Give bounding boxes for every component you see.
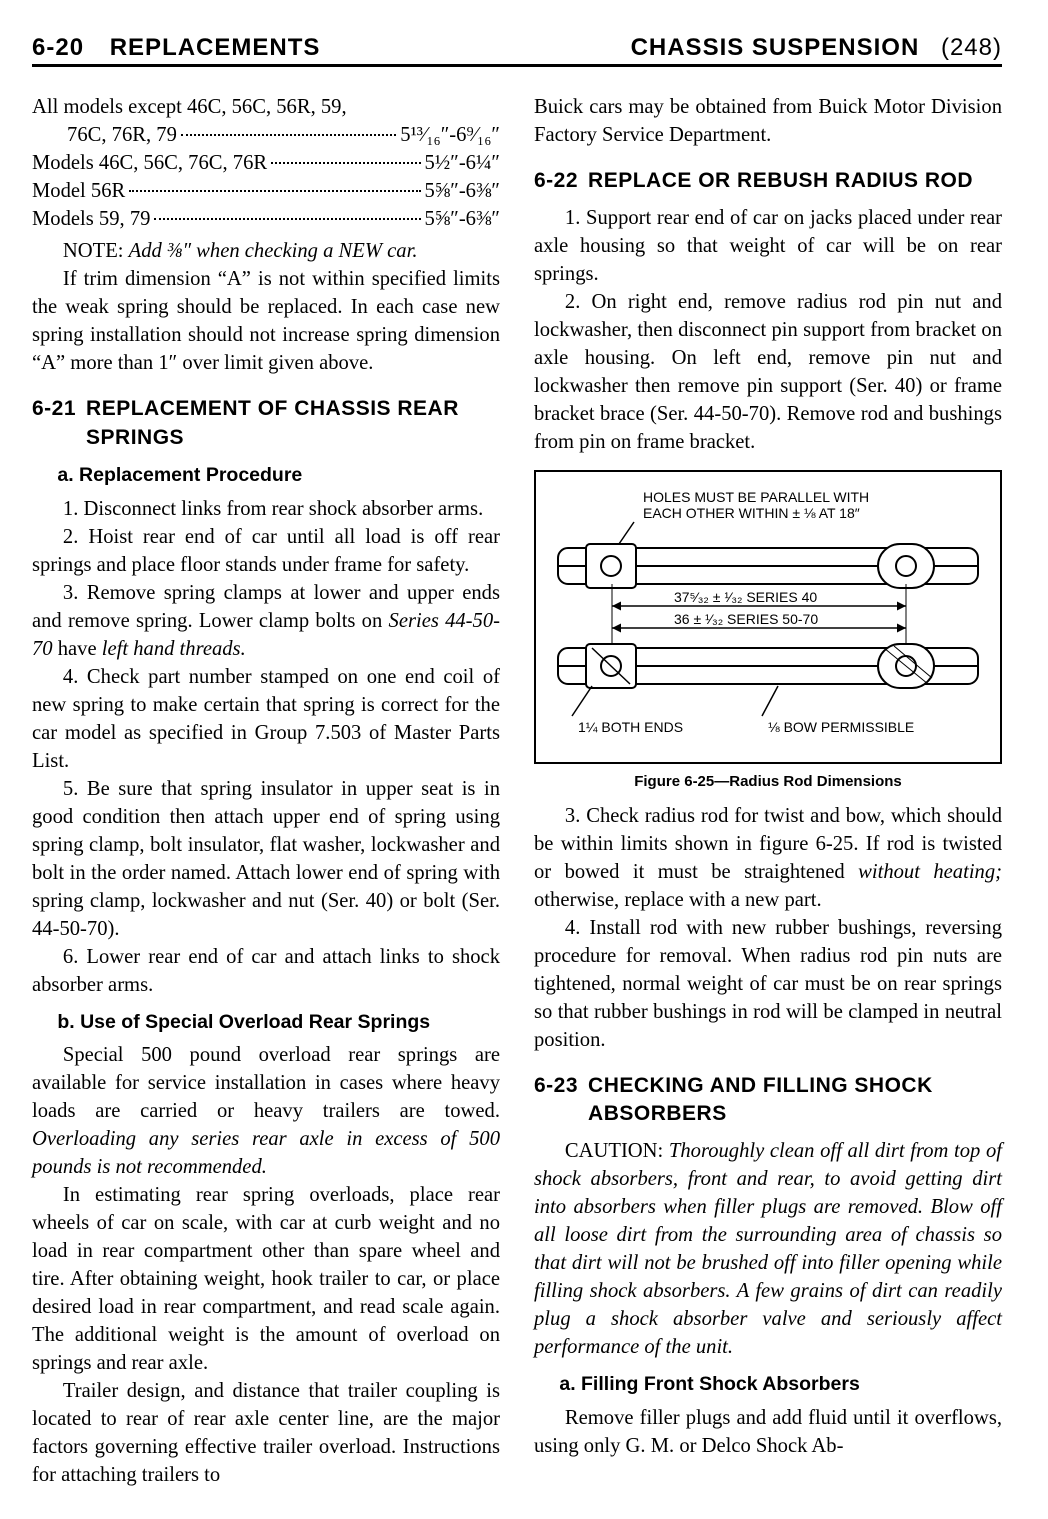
dim-label: Models 46C, 56C, 76C, 76R	[32, 149, 267, 177]
s622-step: 3. Check radius rod for twist and bow, w…	[534, 802, 1002, 914]
section-6-21-heading: 6-21 REPLACEMENT OF CHASSIS REAR SPRINGS	[32, 395, 500, 452]
section-6-23-heading: 6-23 CHECKING AND FILLING SHOCK ABSORBER…	[534, 1072, 1002, 1129]
s621a-step: 1. Disconnect links from rear shock abso…	[32, 495, 500, 523]
section-6-22-num: 6-22	[534, 167, 578, 196]
dim-row: 76C, 76R, 79 5¹³⁄₁₆″-6⁹⁄₁₆″	[67, 121, 500, 149]
fig-dim-a: 37⁵⁄₃₂ ± ¹⁄₃₂ SERIES 40	[674, 589, 817, 605]
section-title: REPLACEMENTS	[110, 34, 321, 61]
leader-dots	[181, 134, 396, 136]
section-6-23-num: 6-23	[534, 1072, 578, 1129]
trim-para: If trim dimension “A” is not within spec…	[32, 265, 500, 377]
dim-label: Model 56R	[32, 177, 125, 205]
leader-dots	[154, 218, 420, 220]
s622-step: 4. Install rod with new rubber bushings,…	[534, 914, 1002, 1054]
s621b-para: In estimating rear spring overloads, pla…	[32, 1181, 500, 1377]
s621a-step: 2. Hoist rear end of car until all load …	[32, 523, 500, 579]
page-header: 6-20 REPLACEMENTS CHASSIS SUSPENSION (24…	[32, 34, 1002, 67]
header-right: CHASSIS SUSPENSION (248)	[631, 34, 1002, 62]
s623-a-para: Remove filler plugs and add fluid until …	[534, 1404, 1002, 1460]
chapter-title: CHASSIS SUSPENSION	[631, 34, 920, 61]
dim-value: 5¹³⁄₁₆″-6⁹⁄₁₆″	[400, 121, 500, 149]
fig-both-ends: 1¼ BOTH ENDS	[578, 719, 683, 735]
s621a-step: 3. Remove spring clamps at lower and upp…	[32, 579, 500, 663]
section-6-22-title: REPLACE OR REBUSH RADIUS ROD	[588, 167, 1002, 196]
fig-note-line2: EACH OTHER WITHIN ± ⅛ AT 18″	[643, 505, 860, 521]
continuation-para: Buick cars may be obtained from Buick Mo…	[534, 93, 1002, 149]
dim-value: 5½″-6¼″	[425, 149, 501, 177]
note-line: NOTE: Add ⅜″ when checking a NEW car.	[63, 237, 500, 265]
s621a-step: 6. Lower rear end of car and attach link…	[32, 943, 500, 999]
fig-bow: ⅛ BOW PERMISSIBLE	[768, 719, 914, 735]
s621a-step: 4. Check part number stamped on one end …	[32, 663, 500, 775]
section-6-22-heading: 6-22 REPLACE OR REBUSH RADIUS ROD	[534, 167, 1002, 196]
leader-dots	[129, 190, 420, 192]
dim-row: Models 59, 79 5⅝″-6⅜″	[32, 205, 500, 233]
sub-6-23-a: a. Filling Front Shock Absorbers	[559, 1371, 1002, 1398]
caution-para: CAUTION: Thoroughly clean off all dirt f…	[534, 1137, 1002, 1361]
s621b-para: Special 500 pound overload rear springs …	[32, 1041, 500, 1181]
s621b-para: Trailer design, and distance that traile…	[32, 1377, 500, 1489]
figure-caption: Figure 6-25—Radius Rod Dimensions	[534, 772, 1002, 792]
section-6-23-title: CHECKING AND FILLING SHOCK ABSORBERS	[588, 1072, 1002, 1129]
dim-row: Models 46C, 56C, 76C, 76R 5½″-6¼″	[32, 149, 500, 177]
dim-label: Models 59, 79	[32, 205, 150, 233]
page-number: (248)	[941, 34, 1002, 61]
header-left: 6-20 REPLACEMENTS	[32, 34, 320, 62]
dimension-table: 76C, 76R, 795¹³⁄₁₆″-6⁹⁄₁₆″Models 46C, 56…	[32, 121, 500, 233]
fig-note-line1: HOLES MUST BE PARALLEL WITH	[643, 489, 869, 505]
s622-step: 2. On right end, remove radius rod pin n…	[534, 288, 1002, 456]
dim-row: Model 56R 5⅝″-6⅜″	[32, 177, 500, 205]
s622-step: 1. Support rear end of car on jacks plac…	[534, 204, 1002, 288]
figure-6-25: HOLES MUST BE PARALLEL WITH EACH OTHER W…	[534, 470, 1002, 764]
right-column: Buick cars may be obtained from Buick Mo…	[534, 93, 1002, 1489]
fig-dim-b: 36 ± ¹⁄₃₂ SERIES 50-70	[674, 611, 818, 627]
dim-label: 76C, 76R, 79	[67, 121, 177, 149]
section-6-21-num: 6-21	[32, 395, 76, 452]
left-column: All models except 46C, 56C, 56R, 59, 76C…	[32, 93, 500, 1489]
sub-6-21-a: a. Replacement Procedure	[57, 462, 500, 489]
section-number: 6-20	[32, 34, 84, 61]
dim-intro: All models except 46C, 56C, 56R, 59,	[32, 93, 500, 121]
section-6-21-title: REPLACEMENT OF CHASSIS REAR SPRINGS	[86, 395, 500, 452]
s621a-step: 5. Be sure that spring insulator in uppe…	[32, 775, 500, 943]
leader-dots	[271, 162, 420, 164]
dim-value: 5⅝″-6⅜″	[425, 205, 501, 233]
sub-6-21-b: b. Use of Special Overload Rear Springs	[57, 1009, 500, 1036]
dim-value: 5⅝″-6⅜″	[425, 177, 501, 205]
